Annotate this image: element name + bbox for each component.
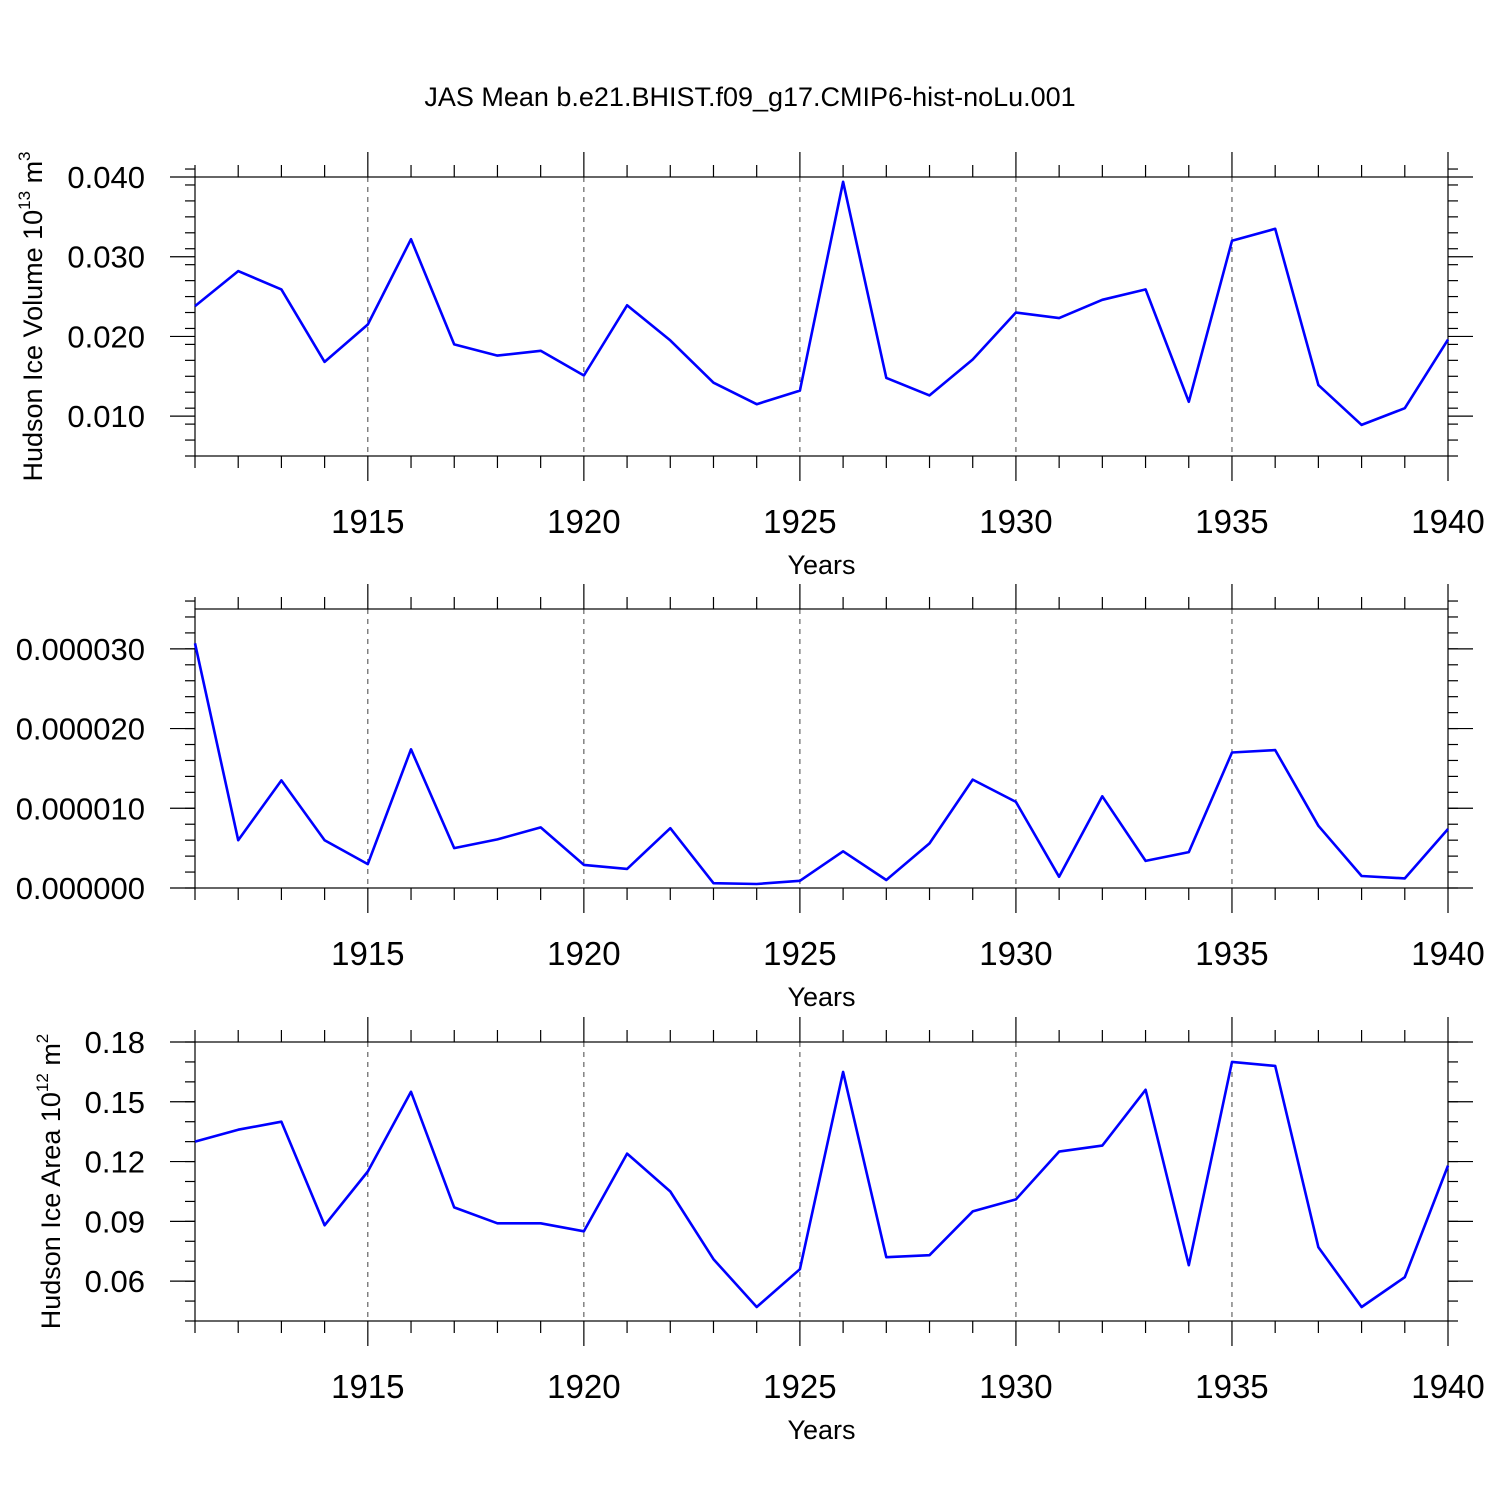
x-tick-label: 1920 [547, 503, 620, 540]
x-tick-label: 1930 [979, 1368, 1052, 1405]
x-tick-label: 1940 [1411, 1368, 1484, 1405]
series-line [195, 1062, 1448, 1307]
x-tick-label: 1925 [763, 935, 836, 972]
x-axis-label: Years [787, 982, 855, 1012]
x-tick-label: 1925 [763, 503, 836, 540]
panel-3: 0.06 0.09 0.12 0.15 0.18 1915 1920 1925 1930 1935… [33, 1017, 1485, 1445]
y-tick-label: 0.06 [85, 1264, 145, 1299]
x-tick-label: 1920 [547, 935, 620, 972]
x-tick-label: 1920 [547, 1368, 620, 1405]
y-tick-label: 0.030 [67, 240, 145, 275]
y-axis-label: Hudson Ice Volume 1013 m3 [15, 151, 48, 481]
chart-title: JAS Mean b.e21.BHIST.f09_g17.CMIP6-hist-… [424, 82, 1075, 112]
y-tick-label: 0.12 [85, 1145, 145, 1180]
figure: JAS Mean b.e21.BHIST.f09_g17.CMIP6-hist-… [0, 0, 1500, 1500]
y-tick-label: 0.18 [85, 1025, 145, 1060]
x-tick-label: 1940 [1411, 503, 1484, 540]
x-axis-label: Years [787, 1415, 855, 1445]
y-tick-label: 0.000020 [16, 712, 145, 747]
x-tick-label: 1940 [1411, 935, 1484, 972]
panel-2: 0.000000 0.000010 0.000020 0.000030 1915 1920… [16, 584, 1485, 1012]
plot-frame [195, 609, 1448, 888]
y-tick-label: 0.000000 [16, 871, 145, 906]
x-tick-label: 1915 [331, 1368, 404, 1405]
x-tick-label: 1930 [979, 503, 1052, 540]
x-tick-label: 1935 [1195, 1368, 1268, 1405]
y-tick-label: 0.020 [67, 319, 145, 354]
y-tick-label: 0.040 [67, 160, 145, 195]
panel-1: 0.010 0.020 0.030 0.040 1915 1920 1925 1930 1935… [15, 151, 1485, 580]
y-tick-label: 0.000010 [16, 791, 145, 826]
y-axis-label: Hudson Ice Area 1012 m2 [33, 1034, 66, 1330]
y-tick-label: 0.000030 [16, 632, 145, 667]
plot-frame [195, 1042, 1448, 1321]
x-tick-label: 1935 [1195, 503, 1268, 540]
plot-frame [195, 177, 1448, 456]
y-tick-label: 0.010 [67, 399, 145, 434]
y-tick-label: 0.15 [85, 1085, 145, 1120]
series-line [195, 643, 1448, 884]
y-tick-label: 0.09 [85, 1204, 145, 1239]
x-tick-label: 1915 [331, 935, 404, 972]
panels: 0.010 0.020 0.030 0.040 1915 1920 1925 1930 1935… [15, 151, 1485, 1445]
x-tick-label: 1925 [763, 1368, 836, 1405]
x-tick-label: 1915 [331, 503, 404, 540]
x-tick-label: 1935 [1195, 935, 1268, 972]
x-tick-label: 1930 [979, 935, 1052, 972]
x-axis-label: Years [787, 550, 855, 580]
series-line [195, 182, 1448, 425]
